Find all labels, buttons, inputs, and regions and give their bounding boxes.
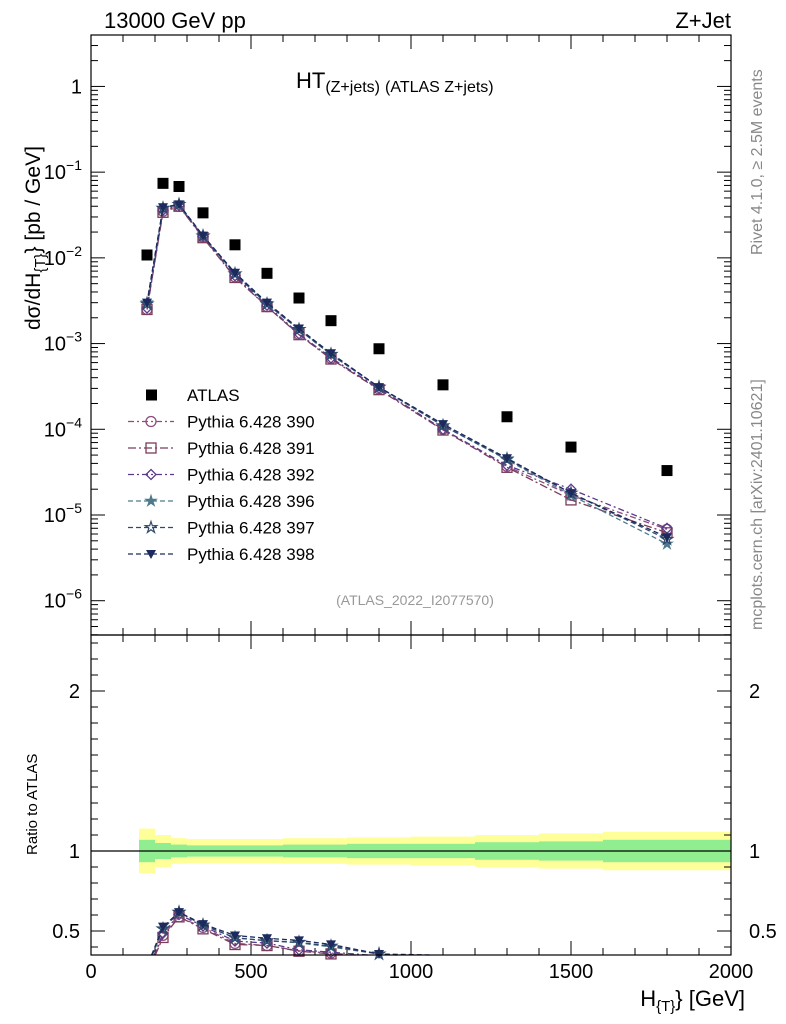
x-tick-label: 1500: [549, 961, 594, 983]
atlas-data-point: [501, 411, 513, 423]
atlas-data-points: [141, 177, 673, 477]
atlas-data-point: [293, 292, 305, 304]
y-tick-label: 10−4: [44, 414, 82, 441]
legend-396-marker: [144, 493, 158, 507]
collision-label: 13000 GeV pp: [104, 8, 246, 33]
legend-392-marker: [145, 468, 157, 481]
series-398-line: [146, 203, 668, 538]
series-398-ratio-point: [294, 936, 304, 946]
series-398-point: [566, 489, 576, 499]
mcplots-label: mcplots.cern.ch [arXiv:2401.10621]: [749, 379, 766, 630]
ratio-y-tick-label-right: 0.5: [749, 921, 777, 943]
atlas-data-point: [261, 267, 273, 279]
series-398-point: [374, 383, 384, 393]
series-398-ratio-point: [198, 920, 208, 930]
series-398-point: [158, 203, 168, 213]
legend-398-marker: [146, 550, 156, 559]
ratio-y-tick-label: 2: [69, 681, 80, 703]
ratio-y-tick-label-right: 2: [749, 681, 760, 703]
atlas-data-point: [373, 343, 385, 355]
atlas-data-point: [565, 441, 577, 453]
series-398-point: [294, 324, 304, 334]
atlas-data-point: [173, 180, 185, 192]
atlas-data-point: [661, 465, 673, 477]
x-axis-label: H{T}} [GeV]: [640, 986, 745, 1015]
atlas-data-point: [157, 177, 169, 189]
y-tick-label: 10−2: [44, 243, 82, 270]
rivet-label: Rivet 4.1.0, ≥ 2.5M events: [749, 69, 766, 255]
plot-title: HT(Z+jets) (ATLAS Z+jets): [296, 68, 494, 96]
series-392-ratio-point: [173, 908, 185, 921]
legend-atlas-label: ATLAS: [187, 386, 240, 405]
series-396-point: [660, 536, 674, 550]
y-tick-label: 10−5: [44, 500, 82, 527]
axis-ticks: 0 500 1000 1500 2000 1 10−1 10−2 10−3 10−4 10−5 10−…: [44, 35, 777, 983]
series-398-point: [326, 349, 336, 359]
legend-390-label: Pythia 6.428 390: [187, 413, 315, 432]
legend-398-label: Pythia 6.428 398: [187, 545, 315, 564]
legend-392-label: Pythia 6.428 392: [187, 466, 315, 485]
series-391-ratio-line: [154, 916, 345, 956]
legend-397-label: Pythia 6.428 397: [187, 519, 315, 538]
series-398-point: [502, 454, 512, 464]
ratio-y-tick-label: 0.5: [52, 921, 80, 943]
x-tick-label: 1000: [389, 961, 434, 983]
series-397-line: [146, 203, 668, 540]
ratio-y-tick-label: 1: [69, 841, 80, 863]
x-tick-label: 0: [85, 961, 96, 983]
atlas-data-point: [141, 249, 153, 261]
atlas-data-point: [437, 379, 449, 391]
legend-390-marker: [145, 415, 157, 428]
atlas-data-point: [229, 239, 241, 251]
y-tick-label: 10−6: [44, 586, 82, 613]
atlas-data-point: [197, 207, 209, 219]
legend-396-label: Pythia 6.428 396: [187, 492, 315, 511]
legend-391-label: Pythia 6.428 391: [187, 439, 315, 458]
process-label: Z+Jet: [675, 8, 731, 33]
series-398-point: [174, 200, 184, 210]
ratio-error-bands: [91, 828, 731, 874]
legend-391-marker: [145, 442, 157, 454]
series-398-ratio-point: [230, 931, 240, 941]
series-398-point: [438, 420, 448, 430]
series-398-point: [230, 268, 240, 278]
y-tick-label: 10−3: [44, 329, 82, 356]
series-398-point: [198, 231, 208, 241]
legend: ATLAS Pythia 6.428 390 Pythia 6.428 391 Pyt…: [128, 386, 315, 564]
series-397-ratio-line: [151, 911, 397, 956]
series-398-ratio-point: [158, 922, 168, 932]
series-398-ratio-point: [174, 908, 184, 918]
analysis-id: (ATLAS_2022_I2077570): [336, 592, 494, 608]
mc-series: [139, 196, 675, 961]
y-tick-label: 10−1: [44, 157, 82, 184]
ratio-y-axis-label: Ratio to ATLAS: [24, 754, 41, 855]
series-398-point: [142, 298, 152, 308]
x-tick-label: 2000: [709, 961, 754, 983]
ratio-y-tick-label-right: 1: [749, 841, 760, 863]
legend-397-marker: [143, 519, 159, 534]
series-398-point: [262, 298, 272, 308]
y-axis-label: dσ/dH{T}} [pb / GeV]: [22, 146, 49, 330]
x-tick-label: 500: [234, 961, 267, 983]
ratio-plot-frame: [90, 634, 732, 956]
series-390-ratio-line: [154, 916, 357, 956]
series-398-ratio-point: [326, 940, 336, 950]
series-398-ratio-point: [262, 934, 272, 944]
series-398-point: [662, 533, 672, 543]
series-391-ratio-point: [293, 945, 305, 957]
y-tick-label: 1: [71, 76, 82, 98]
legend-atlas-marker: [146, 389, 157, 401]
series-392-ratio-point: [229, 935, 241, 948]
atlas-data-point: [325, 315, 337, 327]
series-398-ratio-line: [150, 911, 431, 956]
